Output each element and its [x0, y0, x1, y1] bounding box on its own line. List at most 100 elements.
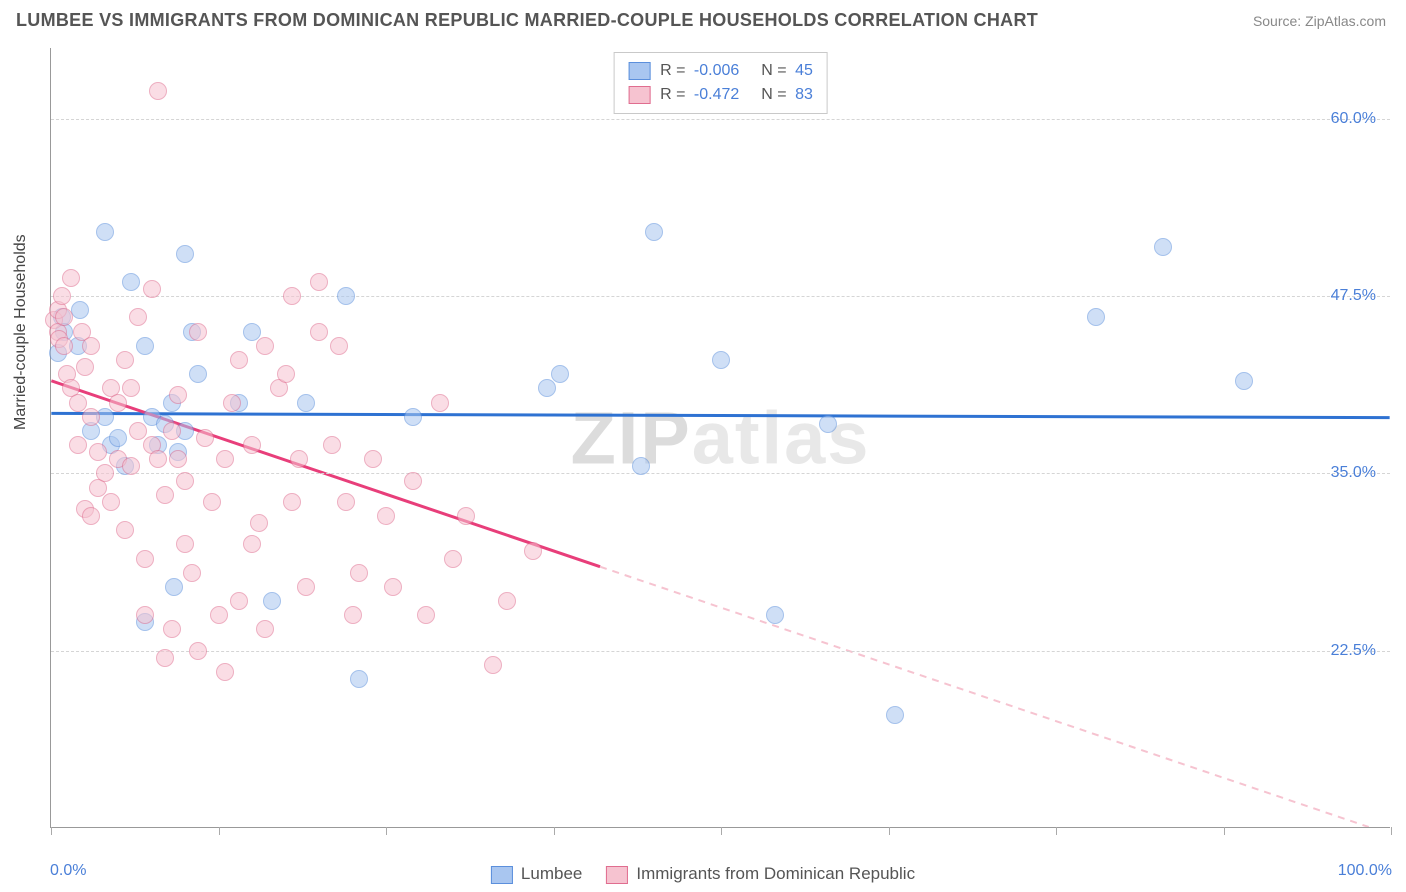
data-point — [256, 337, 274, 355]
data-point — [404, 472, 422, 490]
data-point — [283, 493, 301, 511]
legend-n-label: N = 45 — [761, 59, 813, 83]
legend-row: R = -0.472 N = 83 — [628, 83, 813, 107]
data-point — [1087, 308, 1105, 326]
data-point — [169, 450, 187, 468]
data-point — [297, 578, 315, 596]
legend-series-item: Lumbee — [491, 864, 582, 884]
data-point — [76, 358, 94, 376]
data-point — [55, 308, 73, 326]
data-point — [196, 429, 214, 447]
data-point — [189, 323, 207, 341]
x-tick — [889, 827, 890, 835]
data-point — [344, 606, 362, 624]
data-point — [109, 394, 127, 412]
data-point — [290, 450, 308, 468]
data-point — [1154, 238, 1172, 256]
data-point — [89, 443, 107, 461]
data-point — [337, 493, 355, 511]
legend-series-item: Immigrants from Dominican Republic — [606, 864, 915, 884]
x-tick — [554, 827, 555, 835]
x-tick — [721, 827, 722, 835]
data-point — [136, 550, 154, 568]
data-point — [230, 592, 248, 610]
data-point — [69, 436, 87, 454]
legend-row: R = -0.006N = 45 — [628, 59, 813, 83]
data-point — [82, 408, 100, 426]
data-point — [176, 472, 194, 490]
data-point — [176, 245, 194, 263]
x-tick — [1224, 827, 1225, 835]
legend-swatch — [628, 62, 650, 80]
watermark: ZIPatlas — [571, 395, 871, 480]
data-point — [183, 564, 201, 582]
data-point — [149, 82, 167, 100]
data-point — [330, 337, 348, 355]
gridline — [51, 296, 1390, 297]
data-point — [69, 394, 87, 412]
x-tick — [51, 827, 52, 835]
chart-title: LUMBEE VS IMMIGRANTS FROM DOMINICAN REPU… — [16, 10, 1038, 31]
data-point — [263, 592, 281, 610]
data-point — [310, 273, 328, 291]
data-point — [163, 620, 181, 638]
data-point — [82, 507, 100, 525]
gridline — [51, 119, 1390, 120]
data-point — [498, 592, 516, 610]
data-point — [55, 337, 73, 355]
data-point — [384, 578, 402, 596]
legend-r-label: R = -0.472 — [660, 83, 739, 107]
legend-series: Lumbee Immigrants from Dominican Republic — [491, 864, 915, 884]
data-point — [323, 436, 341, 454]
y-tick-label: 22.5% — [1331, 642, 1376, 660]
data-point — [210, 606, 228, 624]
data-point — [337, 287, 355, 305]
data-point — [122, 379, 140, 397]
data-point — [256, 620, 274, 638]
data-point — [96, 464, 114, 482]
legend-correlation: R = -0.006N = 45R = -0.472 N = 83 — [613, 52, 828, 114]
data-point — [136, 606, 154, 624]
x-tick — [219, 827, 220, 835]
data-point — [417, 606, 435, 624]
legend-n-label: N = 83 — [761, 83, 813, 107]
data-point — [886, 706, 904, 724]
data-point — [136, 337, 154, 355]
data-point — [165, 578, 183, 596]
data-point — [149, 450, 167, 468]
data-point — [96, 223, 114, 241]
data-point — [524, 542, 542, 560]
data-point — [53, 287, 71, 305]
data-point — [243, 323, 261, 341]
data-point — [82, 337, 100, 355]
data-point — [223, 394, 241, 412]
data-point — [129, 422, 147, 440]
data-point — [243, 436, 261, 454]
x-axis-max-label: 100.0% — [1338, 862, 1392, 880]
data-point — [122, 273, 140, 291]
data-point — [484, 656, 502, 674]
legend-swatch — [628, 86, 650, 104]
data-point — [230, 351, 248, 369]
data-point — [1235, 372, 1253, 390]
x-axis-min-label: 0.0% — [50, 862, 86, 880]
data-point — [431, 394, 449, 412]
data-point — [766, 606, 784, 624]
data-point — [712, 351, 730, 369]
data-point — [457, 507, 475, 525]
data-point — [444, 550, 462, 568]
x-tick — [386, 827, 387, 835]
data-point — [189, 642, 207, 660]
data-point — [122, 457, 140, 475]
gridline — [51, 651, 1390, 652]
data-point — [216, 450, 234, 468]
x-tick — [1056, 827, 1057, 835]
data-point — [310, 323, 328, 341]
x-tick — [1391, 827, 1392, 835]
data-point — [156, 649, 174, 667]
data-point — [364, 450, 382, 468]
data-point — [243, 535, 261, 553]
data-point — [176, 535, 194, 553]
data-point — [156, 486, 174, 504]
data-point — [189, 365, 207, 383]
